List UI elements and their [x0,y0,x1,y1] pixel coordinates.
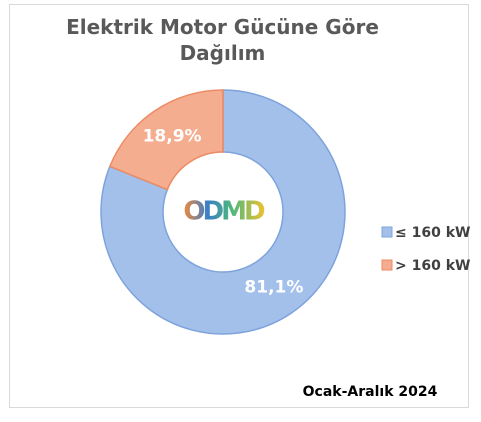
legend-label: ≤ 160 kW [395,225,470,241]
logo: ODMD [183,197,265,227]
data-label: 18,9% [143,127,202,147]
chart-frame [9,4,469,408]
legend-swatch [381,226,393,238]
legend-label: > 160 kW [395,258,470,274]
chart-title: Elektrik Motor Gücüne Göre Dağılım [66,15,379,65]
legend-swatch [381,259,393,271]
footnote: Ocak-Aralık 2024 [303,384,438,400]
donut-slice [100,89,346,335]
donut-slice [108,89,224,191]
data-label: 81,1% [244,277,303,297]
